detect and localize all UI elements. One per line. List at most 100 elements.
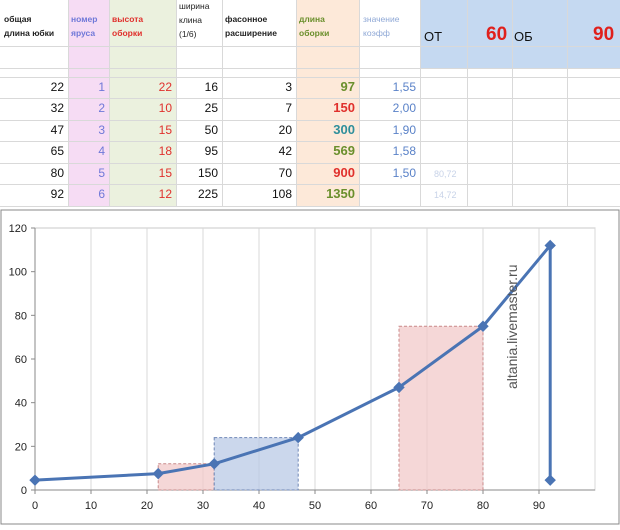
header-text: яруса [71, 28, 96, 38]
cell-height[interactable]: 10 [158, 101, 172, 115]
cell-coef[interactable]: 2,00 [392, 101, 416, 115]
header-total-length: общая длина юбки [4, 12, 54, 40]
watermark: altania.livemaster.ru [504, 264, 520, 389]
header-text: (1/6) [179, 29, 197, 39]
cell-ruffle[interactable]: 97 [340, 79, 355, 94]
x-tick-label: 20 [141, 500, 153, 512]
cell-wedge[interactable]: 95 [204, 144, 218, 158]
ob-label: ОБ [514, 29, 533, 44]
header-coefficient: значение коэфф [363, 12, 399, 40]
cell-ruffle[interactable]: 150 [333, 100, 355, 115]
cell-height[interactable]: 12 [158, 187, 172, 201]
cell-wedge[interactable]: 150 [197, 166, 218, 180]
header-text: значение [363, 14, 400, 24]
cell-ruffle[interactable]: 300 [333, 122, 355, 137]
tier-rectangle [213, 437, 299, 491]
header-text: оборки [299, 28, 330, 38]
chart-svg: 0 20 40 60 80 100 120 0 10 20 30 40 50 60 70 80 90 [0, 209, 620, 525]
cell-length[interactable]: 22 [50, 80, 64, 94]
header-text: фасонное [225, 14, 268, 24]
header-wedge-width: ширина клина (1/6) [179, 0, 209, 41]
cell-wedge[interactable]: 16 [204, 80, 218, 94]
cell-length[interactable]: 47 [50, 123, 64, 137]
x-tick-label: 70 [421, 500, 433, 512]
cell-wedge[interactable]: 50 [204, 123, 218, 137]
cell-flare[interactable]: 3 [285, 80, 292, 94]
cell-flare[interactable]: 20 [278, 123, 292, 137]
top-right-header-bg [420, 0, 620, 68]
header-ruffle-length: длина оборки [299, 12, 329, 40]
header-text: коэфф [363, 28, 390, 38]
header-text: оборки [112, 28, 143, 38]
cell-length[interactable]: 65 [50, 144, 64, 158]
cell-height[interactable]: 15 [158, 123, 172, 137]
cell-ruffle[interactable]: 569 [333, 143, 355, 158]
cell-wedge[interactable]: 25 [204, 101, 218, 115]
cell-height[interactable]: 18 [158, 144, 172, 158]
tier-column-bg [68, 0, 109, 207]
cell-height[interactable]: 15 [158, 166, 172, 180]
cell-tier[interactable]: 1 [98, 80, 105, 94]
cell-tier[interactable]: 4 [98, 144, 105, 158]
x-tick-label: 10 [85, 500, 97, 512]
cell-length[interactable]: 80 [50, 166, 64, 180]
y-tick-label: 120 [9, 223, 27, 235]
x-tick-label: 80 [477, 500, 489, 512]
cell-coef[interactable] [356, 184, 416, 204]
header-flare: фасонное расширение [225, 12, 277, 40]
cell-flare[interactable]: 108 [271, 187, 292, 201]
header-ruffle-height: высота оборки [112, 12, 143, 40]
cell-tier[interactable]: 3 [98, 123, 105, 137]
cell-wedge[interactable]: 225 [197, 187, 218, 201]
data-point [544, 474, 556, 486]
x-tick-label: 90 [533, 500, 545, 512]
x-tick-label: 40 [253, 500, 265, 512]
cell-tier[interactable]: 5 [98, 166, 105, 180]
header-text: длина юбки [4, 28, 55, 38]
ruffle-column-bg [296, 0, 359, 207]
x-tick-label: 50 [309, 500, 321, 512]
ot-value: 60 [486, 24, 508, 45]
cell-coef[interactable]: 1,55 [392, 80, 416, 94]
x-tick-label: 0 [32, 500, 38, 512]
spreadsheet: общая длина юбки номер яруса высота обор… [0, 0, 620, 207]
data-point [29, 474, 41, 486]
cell-length[interactable]: 92 [50, 187, 64, 201]
y-tick-label: 20 [15, 441, 27, 453]
data-point [208, 458, 220, 470]
header-text: высота [112, 14, 144, 24]
chart-border [0, 209, 620, 525]
faint-cell: 80,72 [434, 169, 457, 179]
cell-flare[interactable]: 42 [278, 144, 292, 158]
series-line [34, 243, 552, 482]
cell-flare[interactable]: 70 [278, 166, 292, 180]
header-text: расширение [225, 28, 277, 38]
header-text: общая [4, 14, 32, 24]
tier-rectangle [398, 325, 484, 491]
data-point [477, 320, 489, 332]
cell-height[interactable]: 22 [158, 80, 172, 94]
data-point [292, 431, 304, 444]
cell-tier[interactable]: 2 [98, 101, 105, 115]
cell-ruffle[interactable]: 900 [333, 165, 355, 180]
height-column-bg [109, 0, 176, 207]
data-point [393, 381, 405, 394]
cell-coef[interactable]: 1,90 [392, 123, 416, 137]
header-text: ширина [179, 1, 210, 11]
ot-label: ОТ [424, 29, 443, 44]
cell-ruffle[interactable]: 1350 [326, 186, 355, 201]
y-tick-label: 80 [15, 310, 27, 322]
chart: 0 20 40 60 80 100 120 0 10 20 30 40 50 60 70 80 90 altan… [0, 209, 620, 525]
cell-tier[interactable]: 6 [98, 187, 105, 201]
y-tick-label: 40 [15, 398, 27, 410]
cell-length[interactable]: 32 [50, 101, 64, 115]
cell-coef[interactable]: 1,58 [392, 144, 416, 158]
cell-flare[interactable]: 7 [285, 101, 292, 115]
cell-coef[interactable]: 1,50 [392, 166, 416, 180]
header-text: клина [179, 15, 202, 25]
faint-cell: 14,72 [434, 190, 457, 200]
y-tick-label: 0 [21, 485, 27, 497]
header-tier-number: номер яруса [71, 12, 97, 40]
data-point [544, 239, 556, 252]
header-text: длина [299, 14, 325, 24]
